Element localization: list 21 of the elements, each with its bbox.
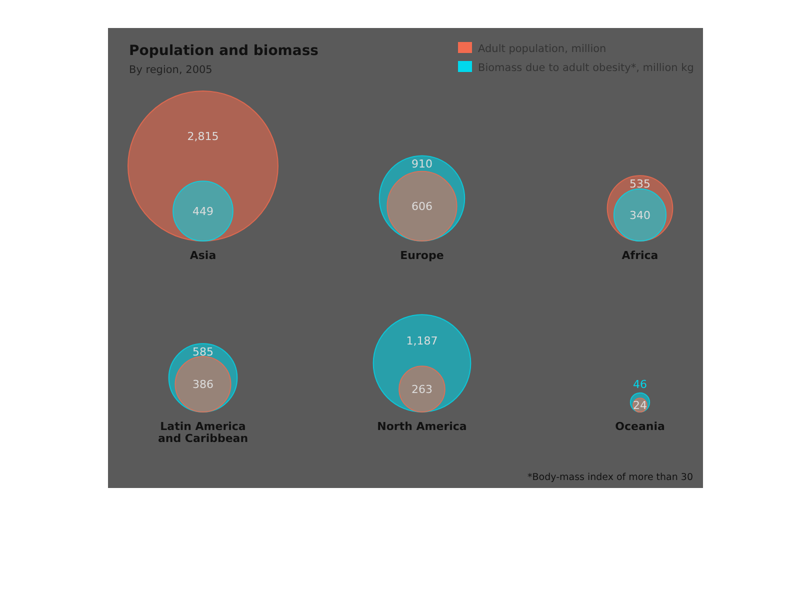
data-label: 606 [412, 200, 432, 214]
data-label: 386 [192, 378, 214, 392]
category-label: North America [377, 420, 467, 433]
category-label: Oceania [615, 420, 665, 433]
text: By region, 2005 [129, 64, 212, 76]
data-label: 535 [630, 178, 650, 191]
data-label: 2,815 [187, 130, 219, 144]
data-label: 24 [633, 399, 647, 412]
data-label: 585 [192, 346, 214, 359]
data-label: 263 [412, 383, 432, 396]
category-label: Europe [400, 249, 444, 262]
data-label: 910 [412, 158, 432, 171]
data-label: 46 [633, 378, 647, 391]
data-label: 1,187 [406, 334, 438, 348]
category-label: Latin America and Caribbean [158, 420, 248, 445]
text: *Body-mass index of more than 30 [528, 472, 693, 483]
category-label: Asia [190, 249, 216, 262]
category-label: Africa [622, 249, 658, 262]
data-label: 449 [192, 205, 214, 218]
text: Population and biomass [129, 43, 319, 59]
data-label: 340 [630, 208, 650, 222]
